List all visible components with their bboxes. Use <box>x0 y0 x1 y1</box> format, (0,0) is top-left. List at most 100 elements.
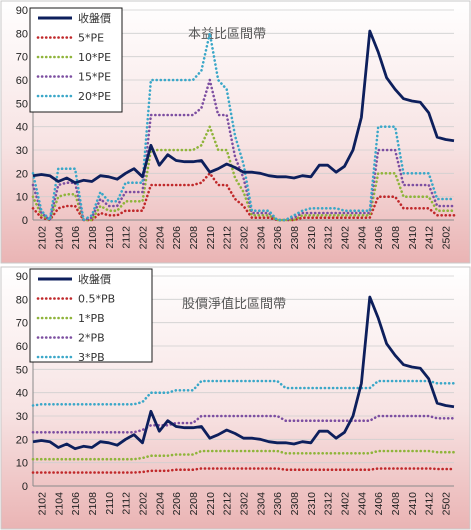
x-tick-label: 2308 <box>289 492 301 516</box>
y-tick-label: 70 <box>16 52 28 64</box>
legend-box <box>29 268 153 363</box>
y-tick-label: 30 <box>16 145 28 157</box>
x-tick-label: 2206 <box>171 226 183 250</box>
series-line-3 <box>31 414 456 434</box>
x-tick-label: 2404 <box>356 492 368 516</box>
y-tick-label: 60 <box>16 341 28 353</box>
y-tick-label: 60 <box>16 75 28 87</box>
x-tick-label: 2208 <box>188 492 200 516</box>
x-tick-label: 2202 <box>137 492 149 516</box>
y-tick-label: 50 <box>16 98 28 110</box>
series-line-3 <box>31 78 456 222</box>
x-tick-label: 2306 <box>272 492 284 516</box>
series-line-0 <box>32 295 455 451</box>
x-tick-label: 2406 <box>373 226 385 250</box>
x-tick-label: 2408 <box>390 492 402 516</box>
x-tick-label: 2412 <box>424 492 436 516</box>
x-tick-label: 2406 <box>373 492 385 516</box>
x-tick-label: 2210 <box>205 492 217 516</box>
legend-label: 10*PE <box>78 51 111 64</box>
legend-label: 收盤價 <box>78 11 111 25</box>
y-tick-label: 40 <box>16 122 28 134</box>
x-tick-label: 2212 <box>222 492 234 516</box>
x-tick-label: 2312 <box>323 492 335 516</box>
series-line-1 <box>31 467 456 474</box>
y-tick-label: 10 <box>16 458 28 470</box>
y-tick-label: 50 <box>16 364 28 376</box>
pe-band-chart: 0 10 20 30 40 50 60 70 80 90 2102 2104 2106 2108 2110 2… <box>16 5 456 250</box>
legend-label: 5*PE <box>78 32 104 45</box>
x-tick-label: 2404 <box>356 226 368 250</box>
x-tick-label: 2102 <box>36 226 48 250</box>
legend-label: 1*PB <box>78 312 105 325</box>
y-tick-label: 80 <box>16 28 28 40</box>
x-tick-label: 2412 <box>424 226 436 250</box>
y-tick-label: 90 <box>16 5 28 17</box>
x-tick-label: 2102 <box>36 492 48 516</box>
x-tick-label: 2402 <box>340 226 352 250</box>
series-line-4 <box>31 379 456 407</box>
x-tick-label: 2410 <box>407 226 419 250</box>
x-tick-label: 2110 <box>104 492 116 515</box>
chart-title: 本益比區間帶 <box>188 27 266 42</box>
x-tick-label: 2304 <box>255 226 267 250</box>
legend-label: 2*PB <box>78 332 105 345</box>
series-line-2 <box>31 449 456 461</box>
x-tick-label: 2312 <box>323 226 335 250</box>
legend: 收盤價 0.5*PB 1*PB 2*PB 3*PB <box>29 268 153 364</box>
x-tick-label: 2310 <box>306 226 318 250</box>
y-tick-label: 20 <box>16 168 28 180</box>
x-tick-label: 2408 <box>390 226 402 250</box>
x-tick-label: 2112 <box>121 226 133 249</box>
x-tick-label: 2108 <box>87 226 99 250</box>
x-tick-label: 2106 <box>70 226 82 250</box>
x-tick-label: 2402 <box>340 492 352 516</box>
x-tick-label: 2104 <box>53 226 65 250</box>
y-tick-label: 0 <box>22 481 28 493</box>
y-tick-label: 90 <box>16 271 28 283</box>
x-tick-label: 2108 <box>87 492 99 516</box>
pb-band-chart: 0 10 20 30 40 50 60 70 80 90 2102 2104 2106 2108 2110 2… <box>16 268 456 516</box>
x-tick-label: 2212 <box>222 226 234 250</box>
x-tick-label: 2310 <box>306 492 318 516</box>
x-tick-label: 2110 <box>104 226 116 249</box>
legend-label: 15*PE <box>78 71 111 84</box>
legend-label: 20*PE <box>78 90 111 103</box>
series-line-0 <box>32 29 455 185</box>
y-tick-label: 80 <box>16 294 28 306</box>
x-tick-label: 2304 <box>255 492 267 516</box>
x-tick-label: 2410 <box>407 492 419 516</box>
x-tick-label: 2210 <box>205 226 217 250</box>
legend: 收盤價 5*PE 10*PE 15*PE 20*PE <box>29 7 123 113</box>
x-tick-label: 2302 <box>239 492 251 516</box>
series-line-2 <box>31 125 456 222</box>
x-tick-label: 2204 <box>154 492 166 516</box>
y-tick-label: 30 <box>16 411 28 423</box>
legend-label: 3*PB <box>78 351 105 364</box>
legend-label: 0.5*PB <box>78 293 115 306</box>
x-tick-label: 2502 <box>441 492 453 516</box>
y-tick-label: 20 <box>16 434 28 446</box>
x-tick-label: 2202 <box>137 226 149 250</box>
x-tick-label: 2302 <box>239 226 251 250</box>
x-tick-label: 2502 <box>441 226 453 250</box>
y-tick-label: 0 <box>22 215 28 227</box>
x-tick-label: 2206 <box>171 492 183 516</box>
x-tick-label: 2104 <box>53 492 65 516</box>
y-tick-label: 10 <box>16 192 28 204</box>
x-tick-label: 2106 <box>70 492 82 516</box>
x-tick-label: 2306 <box>272 226 284 250</box>
y-tick-label: 40 <box>16 388 28 400</box>
x-tick-label: 2208 <box>188 226 200 250</box>
legend-label: 收盤價 <box>78 272 111 286</box>
x-tick-label: 2204 <box>154 226 166 250</box>
chart-title: 股價淨值比區間帶 <box>182 296 286 312</box>
x-tick-label: 2112 <box>121 492 133 515</box>
series-line-1 <box>31 172 456 222</box>
legend-box <box>29 7 123 113</box>
x-tick-label: 2308 <box>289 226 301 250</box>
series-line-4 <box>31 31 456 222</box>
y-tick-label: 70 <box>16 318 28 330</box>
